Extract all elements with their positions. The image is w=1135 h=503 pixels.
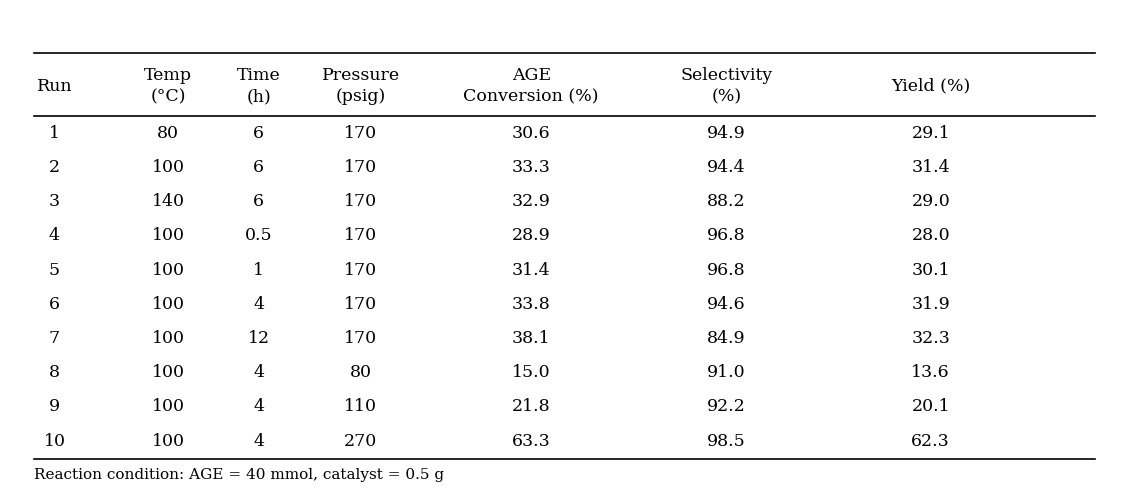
Text: Time: Time <box>237 67 280 84</box>
Text: Run: Run <box>36 77 73 95</box>
Text: 170: 170 <box>344 262 378 279</box>
Text: 30.1: 30.1 <box>911 262 950 279</box>
Text: 4: 4 <box>253 398 264 415</box>
Text: 8: 8 <box>49 364 60 381</box>
Text: 100: 100 <box>151 227 185 244</box>
Text: 94.4: 94.4 <box>707 159 746 176</box>
Text: 84.9: 84.9 <box>707 330 746 347</box>
Text: 100: 100 <box>151 398 185 415</box>
Text: (%): (%) <box>712 88 741 105</box>
Text: 4: 4 <box>253 364 264 381</box>
Text: 170: 170 <box>344 330 378 347</box>
Text: 7: 7 <box>49 330 60 347</box>
Text: Pressure: Pressure <box>322 67 400 84</box>
Text: 100: 100 <box>151 364 185 381</box>
Text: 32.3: 32.3 <box>911 330 950 347</box>
Text: 5: 5 <box>49 262 60 279</box>
Text: 91.0: 91.0 <box>707 364 746 381</box>
Text: 21.8: 21.8 <box>512 398 550 415</box>
Text: 88.2: 88.2 <box>707 193 746 210</box>
Text: 100: 100 <box>151 262 185 279</box>
Text: 38.1: 38.1 <box>512 330 550 347</box>
Text: Reaction condition: AGE = 40 mmol, catalyst = 0.5 g: Reaction condition: AGE = 40 mmol, catal… <box>34 468 444 482</box>
Text: 28.9: 28.9 <box>512 227 550 244</box>
Text: 94.6: 94.6 <box>707 296 746 313</box>
Text: 170: 170 <box>344 125 378 142</box>
Text: Yield (%): Yield (%) <box>891 77 970 95</box>
Text: 20.1: 20.1 <box>911 398 950 415</box>
Text: 96.8: 96.8 <box>707 227 746 244</box>
Text: 32.9: 32.9 <box>512 193 550 210</box>
Text: 4: 4 <box>49 227 60 244</box>
Text: 110: 110 <box>344 398 378 415</box>
Text: 92.2: 92.2 <box>707 398 746 415</box>
Text: 6: 6 <box>49 296 60 313</box>
Text: 96.8: 96.8 <box>707 262 746 279</box>
Text: 2: 2 <box>49 159 60 176</box>
Text: 170: 170 <box>344 159 378 176</box>
Text: 100: 100 <box>151 433 185 450</box>
Text: 63.3: 63.3 <box>512 433 550 450</box>
Text: 28.0: 28.0 <box>911 227 950 244</box>
Text: 140: 140 <box>151 193 185 210</box>
Text: 15.0: 15.0 <box>512 364 550 381</box>
Text: 62.3: 62.3 <box>911 433 950 450</box>
Text: AGE: AGE <box>512 67 550 84</box>
Text: 170: 170 <box>344 227 378 244</box>
Text: 31.4: 31.4 <box>911 159 950 176</box>
Text: (°C): (°C) <box>150 88 186 105</box>
Text: 31.9: 31.9 <box>911 296 950 313</box>
Text: 4: 4 <box>253 296 264 313</box>
Text: 29.1: 29.1 <box>911 125 950 142</box>
Text: 100: 100 <box>151 296 185 313</box>
Text: 0.5: 0.5 <box>245 227 272 244</box>
Text: 13.6: 13.6 <box>911 364 950 381</box>
Text: 33.8: 33.8 <box>512 296 550 313</box>
Text: 4: 4 <box>253 433 264 450</box>
Text: 1: 1 <box>49 125 60 142</box>
Text: 31.4: 31.4 <box>512 262 550 279</box>
Text: 170: 170 <box>344 193 378 210</box>
Text: 94.9: 94.9 <box>707 125 746 142</box>
Text: Conversion (%): Conversion (%) <box>463 88 599 105</box>
Text: 80: 80 <box>157 125 179 142</box>
Text: 9: 9 <box>49 398 60 415</box>
Text: 270: 270 <box>344 433 378 450</box>
Text: 30.6: 30.6 <box>512 125 550 142</box>
Text: (h): (h) <box>246 88 271 105</box>
Text: 6: 6 <box>253 159 264 176</box>
Text: 10: 10 <box>43 433 66 450</box>
Text: 12: 12 <box>247 330 270 347</box>
Text: Selectivity: Selectivity <box>680 67 773 84</box>
Text: Temp: Temp <box>144 67 192 84</box>
Text: 33.3: 33.3 <box>512 159 550 176</box>
Text: 80: 80 <box>350 364 372 381</box>
Text: 100: 100 <box>151 159 185 176</box>
Text: 98.5: 98.5 <box>707 433 746 450</box>
Text: 6: 6 <box>253 125 264 142</box>
Text: 29.0: 29.0 <box>911 193 950 210</box>
Text: 170: 170 <box>344 296 378 313</box>
Text: (psig): (psig) <box>336 88 386 105</box>
Text: 3: 3 <box>49 193 60 210</box>
Text: 100: 100 <box>151 330 185 347</box>
Text: 6: 6 <box>253 193 264 210</box>
Text: 1: 1 <box>253 262 264 279</box>
